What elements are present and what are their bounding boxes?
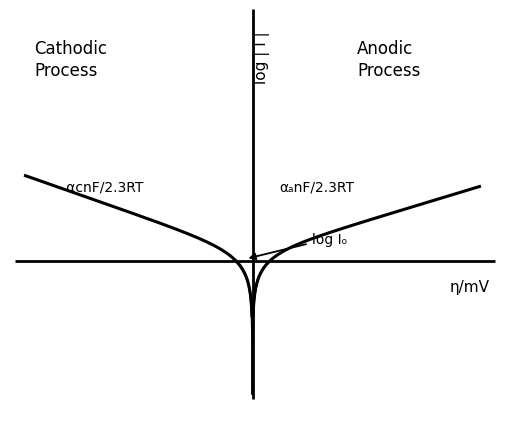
Text: Cathodic
Process: Cathodic Process (34, 40, 108, 80)
Text: η/mV: η/mV (450, 280, 490, 295)
Text: log Iₒ: log Iₒ (250, 232, 347, 260)
Text: log | I |: log | I | (255, 31, 271, 84)
Text: αₐnF/2.3RT: αₐnF/2.3RT (280, 180, 355, 194)
Text: Anodic
Process: Anodic Process (357, 40, 420, 80)
Text: - αᴄnF/2.3RT: - αᴄnF/2.3RT (57, 180, 143, 194)
